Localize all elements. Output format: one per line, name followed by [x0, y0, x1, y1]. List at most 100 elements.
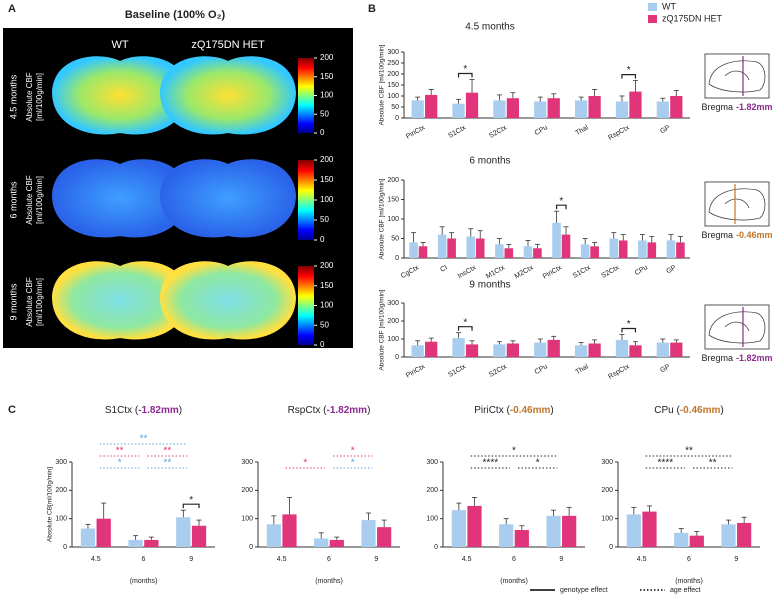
chart-title: 6 months	[469, 156, 510, 167]
panel-label: C	[8, 404, 16, 416]
x-tick-label: 6	[687, 556, 691, 563]
y-tick-label: 100	[387, 216, 399, 223]
bar	[547, 339, 560, 357]
column-label: zQ175DN HET	[191, 39, 265, 51]
y-tick-label: 150	[387, 82, 399, 89]
bar	[504, 248, 514, 258]
y-tick-label: 200	[387, 318, 399, 325]
brain-map	[52, 56, 188, 135]
row-label: 6 months	[8, 181, 18, 219]
x-tick-label: S1Ctx	[572, 264, 592, 280]
bar	[629, 91, 642, 118]
bar	[314, 538, 329, 547]
y-tick-label: 50	[391, 104, 399, 111]
bar	[495, 244, 504, 258]
y-tick-label: 150	[387, 196, 399, 203]
legend-swatch	[648, 3, 657, 11]
map-title: Baseline (100% O₂)	[125, 9, 226, 21]
y-tick-label: 0	[395, 354, 399, 361]
bar	[437, 234, 447, 258]
y-tick-label: 200	[601, 487, 613, 494]
x-tick-label: M2Ctx	[514, 264, 535, 280]
significance-label: *	[189, 495, 193, 506]
y-tick-label: 250	[387, 60, 399, 67]
x-tick-label: InsCtx	[457, 264, 478, 280]
bar	[670, 96, 683, 118]
x-axis-label: (months)	[500, 578, 528, 585]
significance-label: *	[303, 458, 307, 469]
bar	[329, 539, 344, 547]
title-part: )	[179, 405, 182, 416]
chart-title: 4.5 months	[465, 22, 514, 33]
significance-label: *	[118, 458, 122, 469]
colorbar-tick-label: 0	[320, 128, 325, 137]
brain-map	[160, 261, 296, 340]
x-tick-label: M1Ctx	[485, 264, 506, 280]
bar	[176, 517, 191, 547]
title-part: PiriCtx (	[474, 405, 510, 416]
x-tick-label: S2Ctx	[488, 124, 508, 140]
colorbar-tick-label: 50	[320, 109, 329, 118]
bar	[674, 532, 689, 547]
x-tick-label: RspCtx	[607, 363, 631, 381]
significance-label: **	[709, 458, 717, 469]
bregma-label: Bregma -0.46mm	[701, 230, 772, 240]
brain-map	[52, 159, 188, 238]
y-tick-label: 0	[395, 255, 399, 262]
title-part: S1Ctx (	[105, 405, 139, 416]
chart-title: RspCtx (-1.82mm)	[288, 405, 371, 416]
bar	[506, 343, 520, 357]
bar	[552, 222, 561, 258]
bar	[96, 518, 111, 547]
x-tick-label: GP	[659, 124, 672, 135]
bar	[534, 342, 547, 357]
bar	[452, 338, 465, 357]
significance-label: *	[627, 65, 631, 76]
bar	[615, 101, 629, 118]
bar	[547, 98, 560, 118]
bar	[588, 343, 601, 357]
y-tick-label: 100	[387, 336, 399, 343]
bar	[493, 344, 506, 357]
bar	[523, 246, 533, 258]
bregma-box	[704, 181, 770, 227]
x-tick-label: 4.5	[91, 556, 101, 563]
bar	[411, 100, 424, 118]
y-tick-label: 200	[387, 71, 399, 78]
y-tick-label: 300	[55, 459, 67, 466]
colorbar-label: [ml/100g/min]	[35, 176, 44, 224]
bar	[514, 530, 529, 547]
bregma-brain	[708, 188, 766, 221]
colorbar	[298, 160, 314, 240]
bar	[574, 345, 588, 357]
bregma-value: -1.82mm	[736, 102, 773, 112]
y-tick-label: 300	[426, 459, 438, 466]
y-axis-label: Absolute CBF [ml/100g/min]	[379, 178, 386, 259]
x-tick-label: PiriCtx	[405, 363, 427, 380]
bar	[475, 238, 485, 258]
significance-label: *	[627, 319, 631, 330]
bar	[590, 246, 599, 258]
bar	[626, 514, 641, 547]
colorbar-label: [ml/100g/min]	[35, 278, 44, 326]
y-tick-label: 200	[426, 487, 438, 494]
colorbar-tick-label: 200	[320, 53, 334, 62]
x-tick-label: S1Ctx	[447, 124, 467, 140]
bar	[144, 539, 159, 547]
colorbar-tick-label: 200	[320, 261, 334, 270]
colorbar-tick-label: 50	[320, 320, 329, 329]
y-tick-label: 0	[434, 544, 438, 551]
bar	[609, 238, 619, 258]
y-tick-label: 200	[241, 487, 253, 494]
legend-swatch	[648, 15, 657, 23]
bar	[493, 100, 506, 118]
brain-map	[160, 159, 296, 238]
title-part: -0.46mm	[510, 405, 551, 416]
y-tick-label: 0	[249, 544, 253, 551]
bar	[656, 101, 669, 118]
bar	[670, 342, 683, 357]
title-part: -1.82mm	[138, 405, 179, 416]
significance-label: **	[140, 434, 148, 445]
significance-label: **	[163, 446, 171, 457]
y-tick-label: 0	[63, 544, 67, 551]
